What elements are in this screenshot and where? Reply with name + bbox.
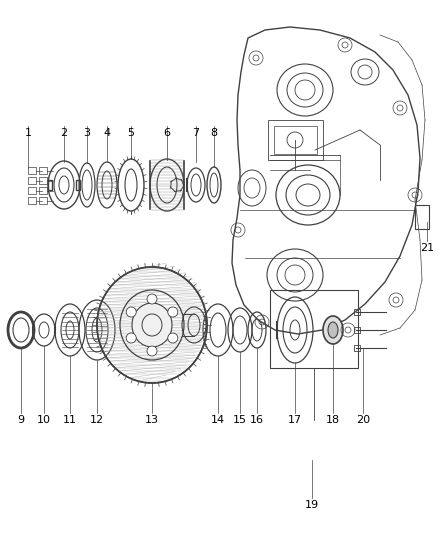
Bar <box>48 180 52 190</box>
Ellipse shape <box>147 294 157 304</box>
Ellipse shape <box>147 346 157 356</box>
Ellipse shape <box>132 303 172 347</box>
Bar <box>28 177 36 184</box>
Text: 6: 6 <box>163 128 170 138</box>
Bar <box>415 205 429 229</box>
Text: 1: 1 <box>25 128 32 138</box>
Bar <box>39 167 47 174</box>
Ellipse shape <box>126 333 136 343</box>
Text: 13: 13 <box>145 415 159 425</box>
Text: 3: 3 <box>84 128 91 138</box>
Text: 15: 15 <box>233 415 247 425</box>
Bar <box>354 309 360 315</box>
Bar <box>39 197 47 204</box>
Bar <box>28 197 36 204</box>
Text: 5: 5 <box>127 128 134 138</box>
Ellipse shape <box>328 322 338 338</box>
Text: 19: 19 <box>305 500 319 510</box>
Text: 17: 17 <box>288 415 302 425</box>
Text: 2: 2 <box>60 128 67 138</box>
Bar <box>270 290 358 368</box>
Text: 21: 21 <box>420 243 434 253</box>
Text: 16: 16 <box>250 415 264 425</box>
Bar <box>76 180 80 190</box>
Bar <box>39 187 47 194</box>
Text: 10: 10 <box>37 415 51 425</box>
Text: 12: 12 <box>90 415 104 425</box>
Ellipse shape <box>126 307 136 317</box>
Text: 18: 18 <box>326 415 340 425</box>
Bar <box>274 126 317 154</box>
Bar <box>28 167 36 174</box>
Text: 14: 14 <box>211 415 225 425</box>
Text: 7: 7 <box>192 128 200 138</box>
Text: 4: 4 <box>103 128 110 138</box>
Text: 8: 8 <box>210 128 218 138</box>
Text: 9: 9 <box>18 415 25 425</box>
Bar <box>354 345 360 351</box>
Bar <box>39 177 47 184</box>
Ellipse shape <box>323 316 343 344</box>
Text: 11: 11 <box>63 415 77 425</box>
Text: 20: 20 <box>356 415 370 425</box>
Bar <box>268 120 323 160</box>
Bar <box>354 327 360 333</box>
Ellipse shape <box>168 307 178 317</box>
Bar <box>28 187 36 194</box>
Ellipse shape <box>168 333 178 343</box>
